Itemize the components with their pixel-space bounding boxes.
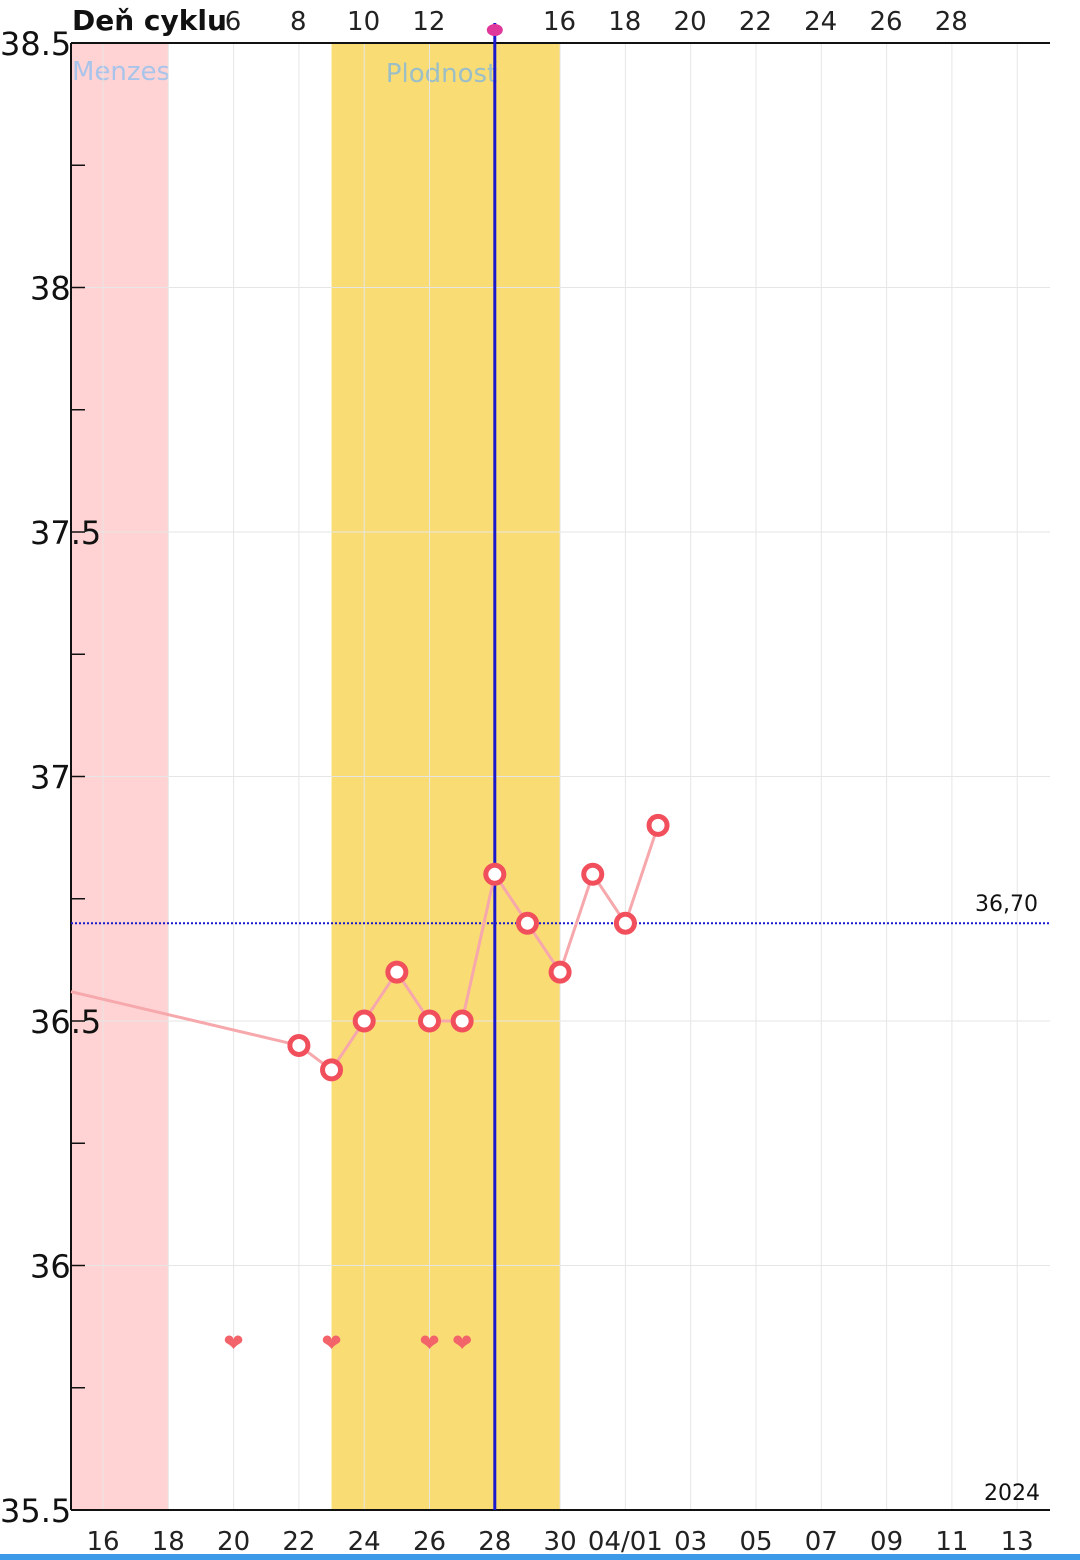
temperature-point: [613, 911, 637, 935]
heart-icon: ❤: [419, 1329, 439, 1357]
bottom-accent-bar: [0, 1554, 1080, 1560]
band-label: Plodnosť: [386, 59, 497, 89]
axis-labels: 35.5 36 36.5 37 37.5 38 38.5 16 18 20 22 24 26 28 30 04…: [0, 7, 1034, 1557]
temperature-point: [418, 1009, 441, 1033]
temperature-point: [483, 862, 507, 886]
x-tick-label: 09: [870, 1527, 903, 1557]
intercourse-markers: ❤ ❤ ❤ ❤: [224, 1329, 473, 1357]
x-tick-label: 16: [86, 1527, 119, 1557]
y-tick-label: 37.5: [30, 514, 101, 552]
x-tick-label: 11: [935, 1527, 968, 1557]
x-tick-label: 24: [348, 1527, 381, 1557]
x-tick-label: 20: [217, 1527, 250, 1557]
heart-icon: ❤: [224, 1329, 244, 1357]
y-tick-label: 37: [30, 759, 71, 797]
cycle-day-label: 28: [935, 7, 968, 37]
temperature-point: [646, 813, 670, 837]
x-tick-label: 03: [674, 1527, 707, 1557]
temperature-point: [581, 862, 605, 886]
y-tick-label: 36: [30, 1248, 71, 1286]
cycle-day-label: 26: [869, 7, 902, 37]
ovulation-marker: [486, 23, 503, 1510]
x-tick-label: 04/01: [588, 1527, 663, 1557]
series-entry-line: [70, 990, 300, 1047]
chart-title: Deň cyklu: [72, 4, 227, 37]
x-tick-label: 13: [1001, 1527, 1034, 1557]
y-tick-label: 36.5: [30, 1003, 101, 1041]
temperature-point: [548, 960, 572, 984]
temperature-point: [515, 911, 539, 935]
cycle-day-label: 16: [543, 7, 576, 37]
temperature-point: [385, 960, 409, 984]
x-tick-label: 18: [152, 1527, 185, 1557]
cycle-day-label: 6: [225, 7, 242, 37]
cycle-day-label: 18: [608, 7, 641, 37]
band-label: Menzes: [72, 57, 170, 87]
x-tick-label: 07: [805, 1527, 838, 1557]
cover-line: 36,70: [71, 892, 1050, 925]
axes: [70, 42, 1050, 1511]
y-tick-label: 35.5: [0, 1492, 71, 1530]
x-tick-label: 28: [478, 1527, 511, 1557]
temperature-point: [320, 1058, 344, 1082]
temperature-point: [450, 1009, 474, 1033]
x-tick-label: 22: [282, 1527, 315, 1557]
ovulation-dot: [486, 24, 503, 36]
cycle-day-label: 12: [412, 7, 445, 37]
grid: [71, 42, 1050, 1511]
cycle-day-label: 20: [674, 7, 707, 37]
temperature-point: [287, 1033, 311, 1057]
cycle-day-label: 8: [290, 7, 307, 37]
x-tick-label: 30: [544, 1527, 577, 1557]
heart-icon: ❤: [452, 1329, 472, 1357]
x-tick-label: 05: [739, 1527, 772, 1557]
y-tick-label: 38.5: [0, 25, 71, 63]
chart-title-bg: [68, 4, 216, 40]
temperature-point: [352, 1009, 376, 1033]
temperature-series: [70, 813, 670, 1082]
year-label: 2024: [984, 1481, 1040, 1506]
heart-icon: ❤: [321, 1329, 341, 1357]
cycle-day-label: 24: [804, 7, 837, 37]
y-tick-label: 38: [30, 270, 71, 308]
cycle-day-label: 10: [347, 7, 380, 37]
cycle-day-label: 22: [739, 7, 772, 37]
x-tick-label: 26: [413, 1527, 446, 1557]
cover-line-label: 36,70: [975, 892, 1038, 917]
